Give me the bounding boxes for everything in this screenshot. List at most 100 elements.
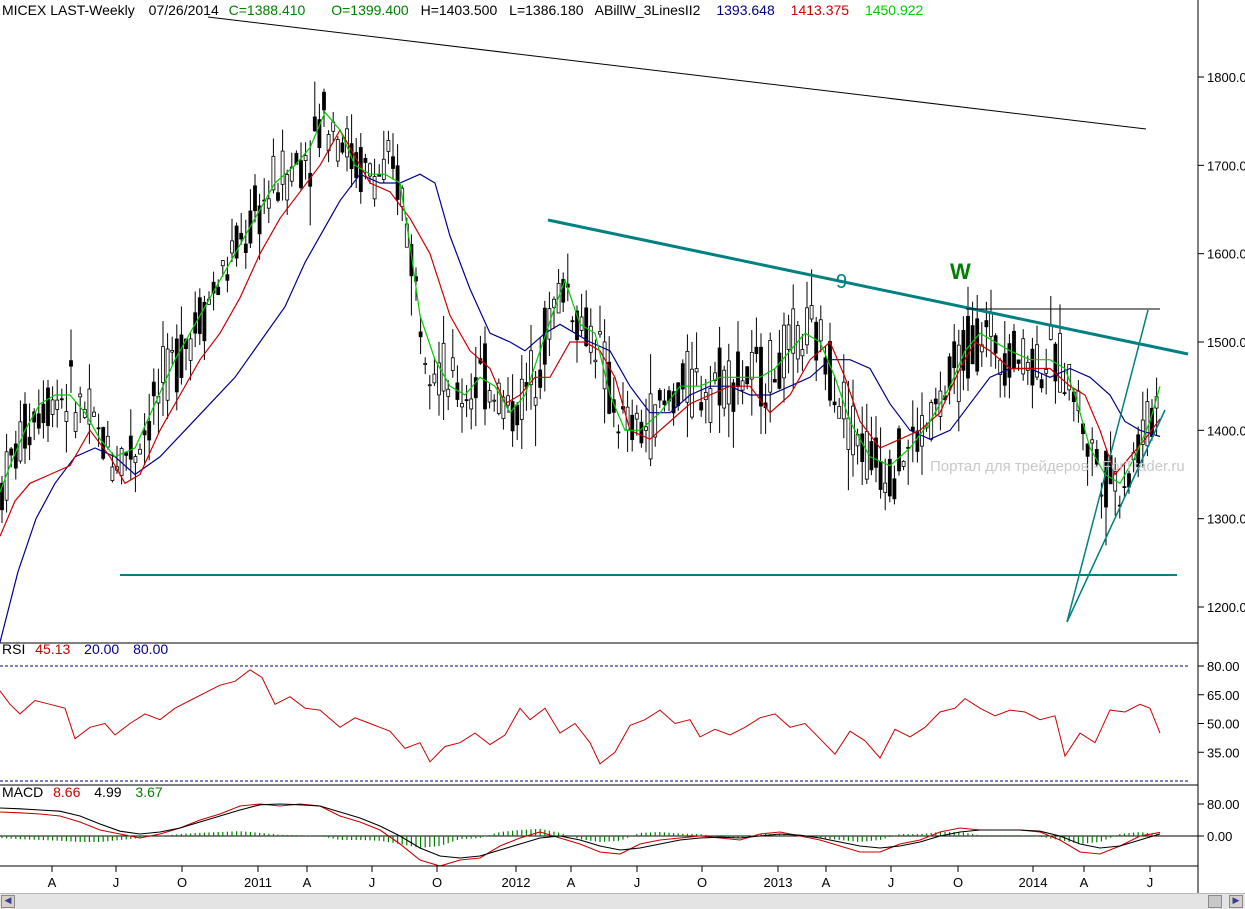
candle-body (887, 458, 892, 497)
scroll-right-arrow-icon[interactable]: ▶ (1229, 895, 1243, 908)
wave-label-w: W (950, 259, 971, 284)
scrollbar-thumb[interactable] (1208, 895, 1222, 908)
candle-body (1058, 333, 1062, 393)
rsi-line (0, 669, 1161, 765)
candle-body (639, 421, 644, 444)
candle-body (161, 346, 165, 383)
macd-lines (0, 803, 1161, 867)
price-tick-label: 1800.00 (1207, 70, 1245, 85)
candle-body (170, 350, 175, 353)
candle-body (749, 351, 754, 380)
candle-body (289, 166, 294, 182)
candle-body (713, 372, 717, 381)
candle-body (276, 192, 280, 201)
candle-body (391, 156, 395, 169)
candle-body (901, 460, 906, 467)
macd-legend: MACD 8.66 4.99 3.67 (2, 784, 163, 800)
channel-lower-line (1066, 409, 1166, 623)
candle-body (492, 399, 497, 402)
candle-body (303, 155, 308, 161)
candle-body (368, 163, 372, 177)
price-tick-label: 1500.00 (1207, 335, 1245, 350)
time-tick-label: O (953, 875, 963, 890)
candle-body (538, 369, 543, 388)
candle-body (23, 403, 27, 449)
candle-body (179, 334, 184, 378)
time-tick-label: A (567, 875, 576, 890)
price-tick-label: 1300.00 (1207, 512, 1245, 527)
candle-body (575, 310, 579, 341)
candle-body (818, 319, 823, 342)
candle-body (1007, 343, 1012, 378)
time-tick-label: A (48, 875, 57, 890)
candle-body (630, 414, 635, 440)
candle-body (731, 382, 736, 412)
candle-body (446, 388, 451, 397)
candle-body (59, 398, 64, 401)
candle-body (441, 342, 446, 392)
candle-body (409, 244, 414, 277)
header-red-value: 1413.375 (791, 2, 850, 18)
time-axis-ticks: A J O 2011 A J O 2012 A J O 2013 A J O 2014 A J (48, 866, 1154, 890)
candles (0, 81, 1159, 546)
candle-body (680, 363, 685, 390)
candle-body (616, 431, 621, 434)
candle-body (892, 478, 897, 500)
candle-body (271, 155, 276, 191)
macd-value-3: 3.67 (135, 784, 162, 800)
time-tick-label: J (369, 875, 376, 890)
horizontal-scrollbar[interactable]: ◀ ▶ (0, 893, 1245, 909)
candle-body (1035, 344, 1039, 378)
candle-body (933, 398, 938, 405)
candle-body (989, 312, 993, 337)
candle-body (87, 388, 92, 425)
candle-body (823, 357, 828, 375)
candle-body (782, 324, 786, 379)
price-lines (0, 111, 1161, 643)
scroll-left-arrow-icon[interactable]: ◀ (1, 895, 15, 908)
header-legend: MICEX LAST-Weekly 07/26/2014 C=1388.410 … (2, 2, 924, 18)
macd-value-1: 8.66 (53, 784, 80, 800)
candle-body (805, 307, 809, 346)
candle-body (78, 393, 83, 398)
candle-body (36, 413, 41, 429)
candle-body (64, 411, 69, 422)
candle-body (874, 437, 878, 468)
rsi-axis-ticks: 80.00 65.00 50.00 35.00 (1198, 659, 1240, 760)
time-tick-label: J (1147, 875, 1154, 890)
candle-body (496, 382, 501, 414)
candle-body (110, 466, 115, 481)
candle-body (897, 428, 901, 472)
candle-body (501, 396, 506, 419)
price-tick-label: 1400.00 (1207, 423, 1245, 438)
candle-body (552, 298, 556, 308)
candle-body (220, 260, 225, 267)
descending-trend-line (547, 218, 1189, 356)
time-tick-label: J (113, 875, 120, 890)
candle-body (317, 119, 322, 149)
candle-body (768, 339, 773, 393)
time-tick-label: J (634, 875, 641, 890)
time-tick-label: J (888, 875, 895, 890)
candle-body (138, 448, 142, 455)
macd-label: MACD (2, 784, 43, 800)
candle-body (55, 399, 60, 410)
candle-body (243, 243, 248, 253)
header-title: MICEX LAST-Weekly (2, 2, 135, 18)
candle-body (878, 461, 883, 490)
macd-tick-label: 0.00 (1207, 829, 1232, 844)
macd-value-2: 4.99 (94, 784, 121, 800)
candle-body (188, 338, 193, 361)
candle-body (1062, 392, 1067, 395)
candle-body (533, 397, 538, 406)
candle-body (423, 363, 428, 365)
time-tick-label: 2013 (764, 875, 793, 890)
candle-body (864, 431, 869, 480)
candle-body (133, 456, 138, 464)
candle-body (979, 344, 984, 353)
candle-body (1122, 486, 1127, 489)
time-tick-label: 2011 (244, 875, 272, 890)
candle-body (225, 274, 230, 281)
time-tick-label: A (822, 875, 831, 890)
